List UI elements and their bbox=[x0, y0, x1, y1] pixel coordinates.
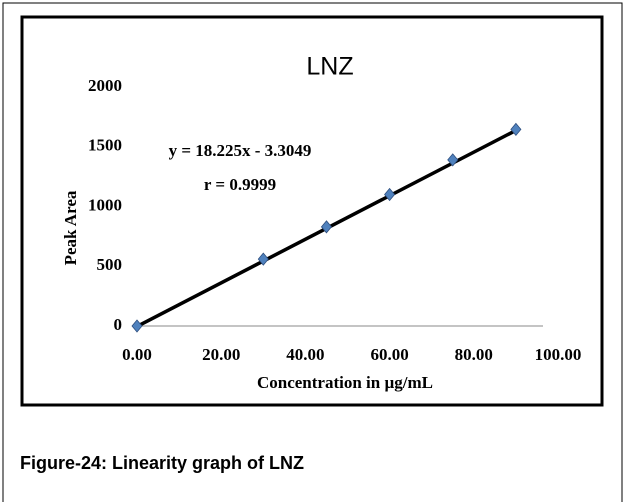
x-tick-label: 100.00 bbox=[535, 345, 582, 364]
x-axis-title: Concentration in µg/mL bbox=[257, 373, 433, 392]
data-point bbox=[384, 187, 396, 202]
chart-title: LNZ bbox=[306, 53, 353, 81]
caption: Figure-24: Linearity graph of LNZ bbox=[20, 453, 304, 473]
data-point bbox=[510, 122, 522, 137]
data-point bbox=[131, 319, 143, 333]
x-tick-label: 20.00 bbox=[202, 345, 240, 364]
data-point bbox=[320, 220, 332, 234]
y-tick-label: 500 bbox=[97, 255, 123, 274]
x-tick-label: 0.00 bbox=[122, 345, 152, 364]
equation: y = 18.225x - 3.3049 bbox=[169, 141, 312, 160]
y-tick-label: 0 bbox=[114, 315, 123, 334]
y-axis-title: Peak Area bbox=[61, 190, 80, 265]
x-tick-label: 40.00 bbox=[286, 345, 324, 364]
chart-frame bbox=[20, 15, 604, 407]
y-tick-label: 1000 bbox=[88, 195, 122, 214]
y-tick-label: 2000 bbox=[88, 76, 122, 95]
r-value: r = 0.9999 bbox=[204, 175, 276, 194]
y-tick-label: 1500 bbox=[88, 136, 122, 155]
data-point bbox=[257, 252, 269, 266]
x-tick-label: 80.00 bbox=[455, 345, 493, 364]
x-tick-label: 60.00 bbox=[370, 345, 408, 364]
data-point bbox=[447, 153, 459, 167]
